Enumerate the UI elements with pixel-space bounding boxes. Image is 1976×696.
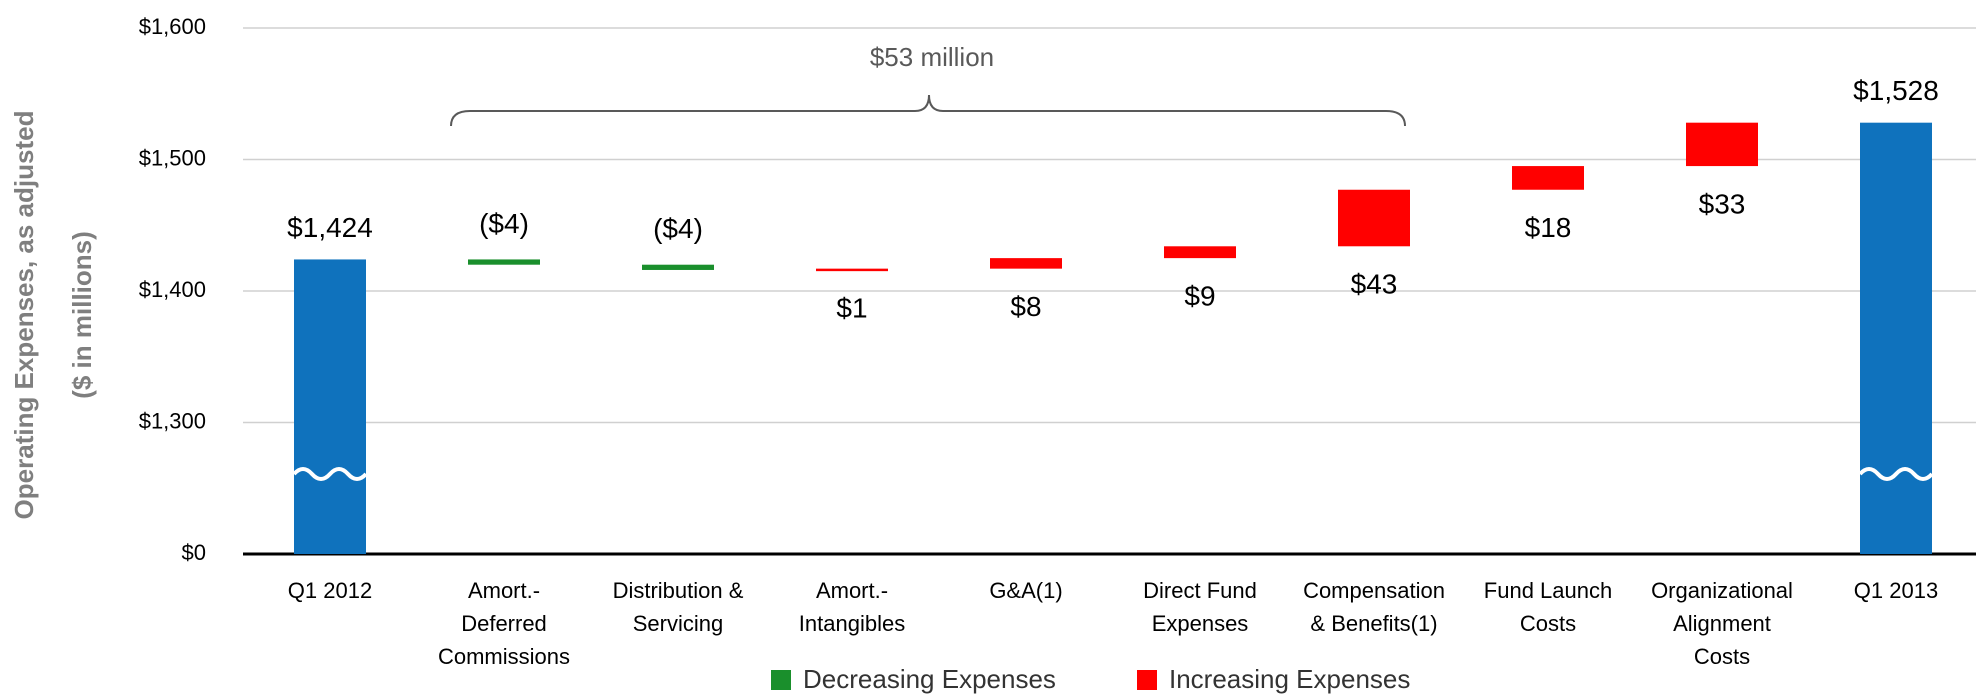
x-tick-line: Amort.- — [816, 578, 888, 603]
value-label: $33 — [1699, 188, 1746, 219]
x-tick-line: Amort.- — [468, 578, 540, 603]
y-axis-label: ($ in millions) — [67, 231, 97, 399]
bar — [642, 264, 714, 270]
bar — [816, 268, 888, 272]
y-axis-label: Operating Expenses, as adjusted — [9, 111, 39, 520]
x-tick-line: Q1 2012 — [288, 578, 372, 603]
y-tick-label: $1,400 — [139, 277, 206, 302]
y-tick-label: $1,300 — [139, 408, 206, 433]
x-tick-line: Q1 2013 — [1854, 578, 1938, 603]
x-tick-label: Fund Launch Costs — [1484, 578, 1612, 636]
bar — [1164, 246, 1236, 259]
x-tick-line: G&A(1) — [989, 578, 1062, 603]
x-tick-label: Organizational Alignment Costs — [1651, 578, 1793, 669]
bar — [1860, 122, 1932, 555]
value-label: $43 — [1351, 269, 1398, 300]
value-label: $9 — [1184, 281, 1215, 312]
x-tick-line: Expenses — [1152, 611, 1249, 636]
bar — [1686, 122, 1758, 167]
x-tick-line: Direct Fund — [1143, 578, 1257, 603]
value-label: $1,528 — [1853, 75, 1939, 106]
x-tick-line: & Benefits(1) — [1310, 611, 1437, 636]
axis-break — [1858, 467, 1934, 481]
x-tick-label: Q1 2012 — [288, 578, 372, 603]
brace — [450, 94, 1406, 127]
x-tick-label: Q1 2013 — [1854, 578, 1938, 603]
legend-swatch — [771, 670, 791, 690]
value-label: ($4) — [479, 208, 529, 239]
value-label: $8 — [1010, 291, 1041, 322]
x-tick-label: Amort.- Deferred Commissions — [438, 578, 570, 669]
x-tick-label: Compensation & Benefits(1) — [1303, 578, 1445, 636]
axis-break — [292, 467, 368, 481]
x-tick-line: Compensation — [1303, 578, 1445, 603]
bar — [294, 259, 366, 554]
legend-label: Increasing Expenses — [1169, 664, 1410, 694]
x-tick-line: Alignment — [1673, 611, 1771, 636]
legend-label: Decreasing Expenses — [803, 664, 1056, 694]
x-tick-line: Commissions — [438, 644, 570, 669]
y-tick-label: $1,600 — [139, 14, 206, 39]
annotation: $53 million — [870, 42, 994, 72]
x-tick-line: Costs — [1694, 644, 1750, 669]
value-label: $18 — [1525, 212, 1572, 243]
bar — [990, 258, 1062, 269]
x-tick-label: Distribution & Servicing — [613, 578, 744, 636]
y-tick-label: $1,500 — [139, 145, 206, 170]
x-tick-label: Amort.- Intangibles — [799, 578, 905, 636]
x-tick-line: Fund Launch — [1484, 578, 1612, 603]
x-tick-label: G&A(1) — [989, 578, 1062, 603]
x-tick-line: Organizational — [1651, 578, 1793, 603]
bar — [1338, 189, 1410, 247]
x-tick-label: Direct Fund Expenses — [1143, 578, 1257, 636]
x-tick-line: Distribution & — [613, 578, 744, 603]
legend-swatch — [1137, 670, 1157, 690]
value-label: $1 — [836, 292, 867, 323]
x-tick-line: Deferred — [461, 611, 547, 636]
x-tick-line: Intangibles — [799, 611, 905, 636]
bar — [468, 259, 540, 265]
x-tick-line: Servicing — [633, 611, 723, 636]
bar — [1512, 166, 1584, 190]
value-label: $1,424 — [287, 212, 373, 243]
x-tick-line: Costs — [1520, 611, 1576, 636]
y-tick-label: $0 — [182, 540, 206, 565]
value-label: ($4) — [653, 213, 703, 244]
